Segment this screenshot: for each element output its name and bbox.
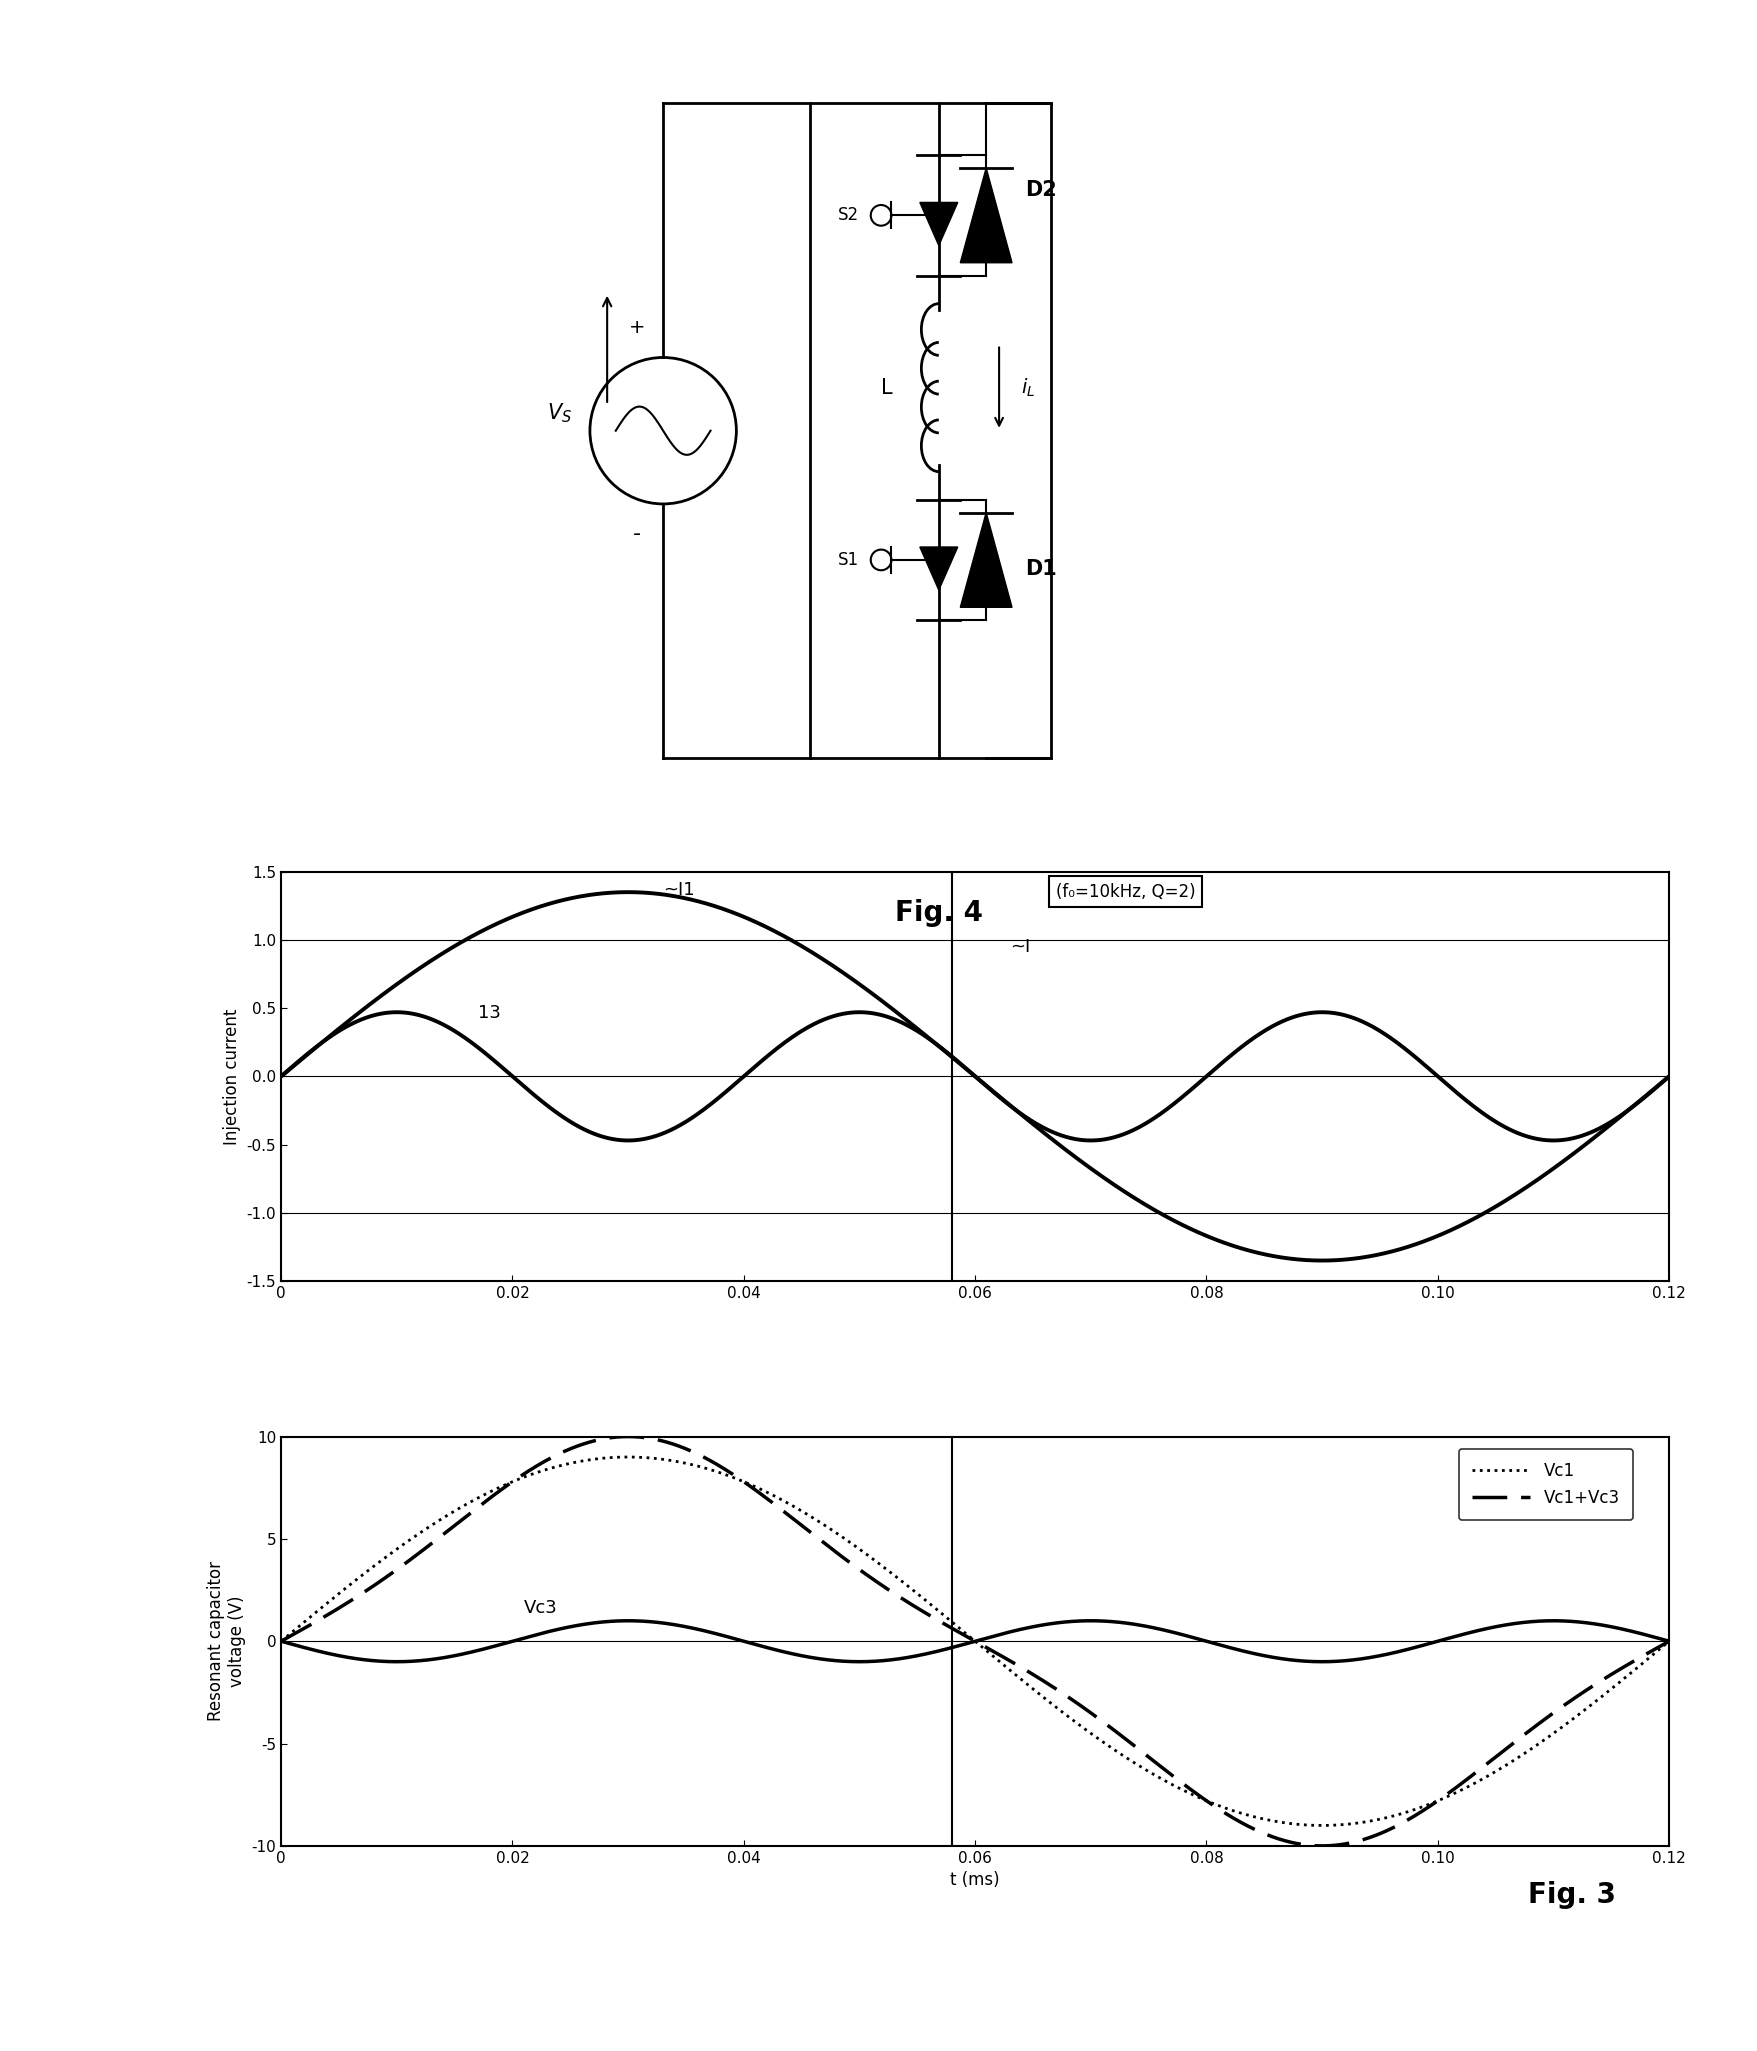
Polygon shape (961, 513, 1012, 607)
Legend: Vc1, Vc1+Vc3: Vc1, Vc1+Vc3 (1458, 1448, 1632, 1520)
Vc1+Vc3 (429, 1526, 450, 1551)
Polygon shape (961, 168, 1012, 263)
Y-axis label: Injection current: Injection current (223, 1009, 241, 1144)
Vc1 (1311, 1813, 1332, 1838)
Vc1+Vc3 (1483, 1747, 1504, 1772)
Text: D1: D1 (1024, 558, 1056, 578)
Text: +: + (629, 318, 645, 336)
Text: L: L (882, 377, 893, 398)
Vc1+Vc3 (511, 1462, 532, 1487)
Vc1+Vc3 (1659, 1628, 1680, 1653)
Vc1+Vc3 (271, 1628, 292, 1653)
Text: S1: S1 (838, 552, 859, 568)
Vc1+Vc3 (1632, 1643, 1653, 1667)
Text: S2: S2 (838, 207, 859, 224)
Text: -: - (633, 525, 641, 544)
Line: Vc1: Vc1 (281, 1456, 1669, 1825)
Vc1+Vc3 (618, 1423, 640, 1448)
Polygon shape (921, 548, 958, 591)
Polygon shape (921, 203, 958, 246)
Line: Vc1+Vc3: Vc1+Vc3 (281, 1436, 1669, 1846)
Vc1 (618, 1444, 640, 1469)
Text: $V_S$: $V_S$ (546, 402, 573, 425)
Text: (f₀=10kHz, Q=2): (f₀=10kHz, Q=2) (1056, 882, 1197, 900)
Y-axis label: Resonant capacitor
voltage (V): Resonant capacitor voltage (V) (207, 1561, 246, 1721)
X-axis label: t (ms): t (ms) (951, 1871, 1000, 1889)
Vc1 (863, 1549, 884, 1573)
Vc1 (1483, 1760, 1504, 1784)
Vc1 (511, 1466, 532, 1491)
Vc1 (1659, 1628, 1680, 1653)
Vc1 (271, 1628, 292, 1653)
Vc1+Vc3 (803, 1522, 824, 1546)
Vc1 (429, 1507, 450, 1532)
Text: D2: D2 (1024, 180, 1056, 199)
Text: ~I1: ~I1 (662, 882, 694, 898)
Vc1+Vc3 (863, 1567, 884, 1592)
Text: 13: 13 (478, 1003, 501, 1021)
Text: Vc3: Vc3 (524, 1598, 557, 1616)
Vc1 (1632, 1651, 1653, 1676)
Text: ~I: ~I (1010, 937, 1030, 956)
Text: Fig. 3: Fig. 3 (1529, 1881, 1616, 1909)
Text: Fig. 4: Fig. 4 (894, 898, 982, 927)
Text: $i_L$: $i_L$ (1021, 377, 1035, 398)
Vc1 (803, 1505, 824, 1530)
Vc1+Vc3 (1311, 1834, 1332, 1858)
